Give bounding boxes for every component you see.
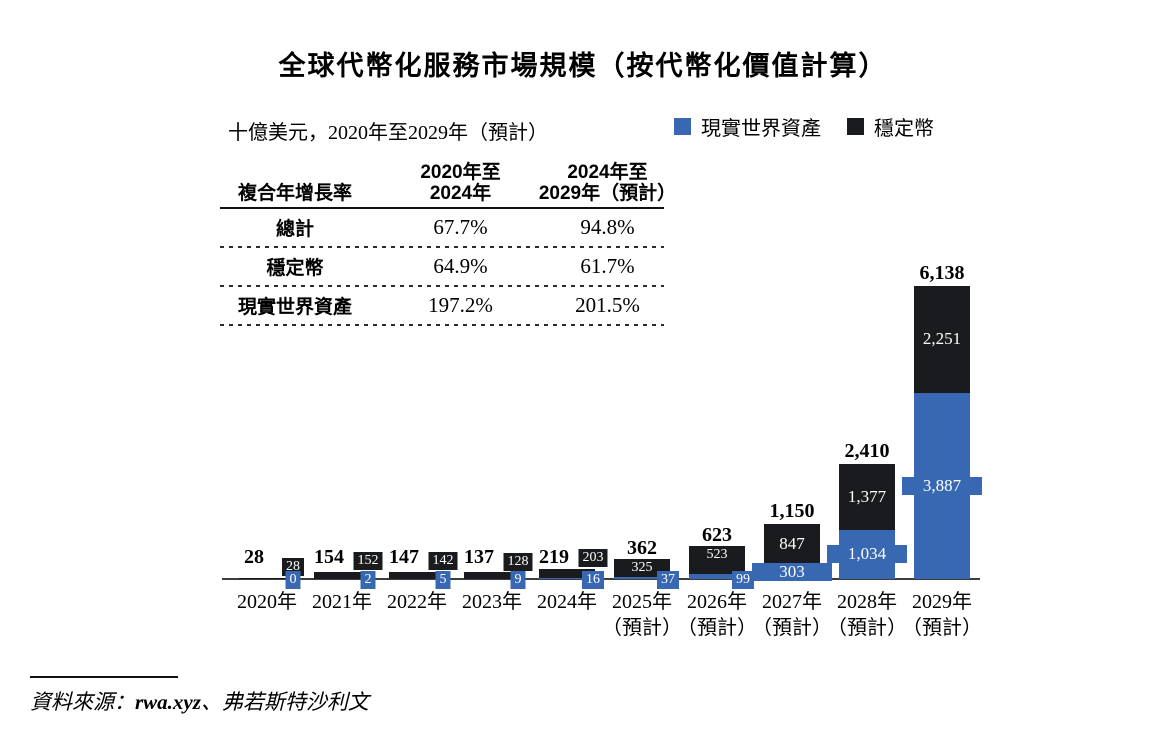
x-axis-label: 2029年 （預計） <box>867 589 1017 641</box>
x-axis-label-year: 2028年 <box>837 591 897 613</box>
bar-total-label: 1,150 <box>769 500 815 523</box>
bar-value-label-stablecoin: 847 <box>779 534 805 554</box>
bar-value-chip-rwa: 0 <box>285 571 301 589</box>
bar-segment-stablecoin <box>389 571 445 579</box>
x-axis-label-forecast: （預計） <box>827 617 907 639</box>
x-axis-label: 2022年 <box>342 589 492 615</box>
bar-segment-rwa <box>689 574 745 579</box>
x-axis-label-year: 2021年 <box>312 591 372 613</box>
x-axis-label: 2027年 （預計） <box>717 589 867 641</box>
cagr-header-2024-2029: 2024年至 2029年（預計） <box>538 162 677 204</box>
bar-segment-rwa <box>614 577 670 579</box>
bar-value-chip-stablecoin: 128 <box>503 552 533 571</box>
table-divider <box>220 246 664 248</box>
bar-total-label: 147 <box>389 546 419 568</box>
bar-value-label-stablecoin: 2,251 <box>922 329 962 349</box>
bar-value-label-stablecoin: 1,377 <box>847 486 887 506</box>
bar-total-label: 28 <box>244 546 264 568</box>
x-axis-label-year: 2027年 <box>762 591 822 613</box>
x-axis-label-year: 2025年 <box>612 591 672 613</box>
table-divider <box>220 324 664 326</box>
bar-total-label: 6,138 <box>919 261 965 284</box>
source-note: 資料來源：rwa.xyz、弗若斯特沙利文 <box>30 686 369 716</box>
chart-title: 全球代幣化服務市場規模（按代幣化價值計算） <box>278 51 888 81</box>
bar-segment-stablecoin <box>314 571 370 579</box>
bar-value-chip-rwa: 99 <box>732 571 754 589</box>
bar-total-label: 623 <box>702 524 732 547</box>
x-axis-label-year: 2020年 <box>237 591 297 613</box>
x-axis-label: 2028年 （預計） <box>792 589 942 641</box>
x-axis-label-forecast: （預計） <box>902 617 982 639</box>
legend-item-rwa: 現實世界資產 <box>674 112 821 141</box>
legend-item-stablecoin: 穩定幣 <box>847 112 934 141</box>
bar-segment-rwa <box>539 578 595 579</box>
x-axis-label: 2025年 （預計） <box>567 589 717 641</box>
bar-value-chip-rwa: 9 <box>510 571 526 589</box>
bar-value-label-rwa: 3,887 <box>902 477 982 496</box>
cagr-table: 複合年增長率 2020年至 2024年 2024年至 2029年（預計） 總計 … <box>220 158 677 326</box>
cagr-table-header: 複合年增長率 2020年至 2024年 2024年至 2029年（預計） <box>220 158 677 209</box>
bar-total-label: 219 <box>539 546 569 568</box>
cagr-header-2020-2024: 2020年至 2024年 <box>420 162 501 204</box>
legend-label-rwa: 現實世界資產 <box>701 118 821 140</box>
x-axis-label-forecast: （預計） <box>752 617 832 639</box>
table-row-total: 總計 67.7% 94.8% <box>275 215 635 240</box>
x-axis-label-year: 2024年 <box>537 591 597 613</box>
x-axis-label-year: 2026年 <box>687 591 747 613</box>
chart-legend: 現實世界資產 穩定幣 <box>674 112 934 141</box>
bar-segment-stablecoin <box>464 572 520 579</box>
cagr-header-metric: 複合年增長率 <box>237 183 352 204</box>
bar-total-label: 2,410 <box>844 439 890 462</box>
x-axis-label: 2024年 <box>492 589 642 615</box>
x-axis-label: 2026年 （預計） <box>642 589 792 641</box>
bar-value-chip-stablecoin: 142 <box>428 552 458 571</box>
bar-value-chip-rwa: 5 <box>435 571 451 589</box>
bar-segment-stablecoin <box>239 577 295 579</box>
x-axis-label-forecast: （預計） <box>677 617 757 639</box>
x-axis-label: 2023年 <box>417 589 567 615</box>
source-link: rwa.xyz <box>135 690 201 714</box>
legend-label-stablecoin: 穩定幣 <box>874 118 934 140</box>
legend-swatch-rwa-icon <box>674 118 691 135</box>
x-axis-label: 2020年 <box>192 589 342 615</box>
bar-segment-stablecoin <box>914 285 970 394</box>
table-row-rwa: 現實世界資產 197.2% 201.5% <box>237 293 640 318</box>
source-divider <box>30 676 178 678</box>
bar-value-label-rwa: 1,034 <box>827 545 907 564</box>
x-axis-label-year: 2029年 <box>912 591 972 613</box>
bar-total-label: 137 <box>464 546 494 568</box>
bar-value-chip-stablecoin: 325 <box>614 558 670 577</box>
x-axis-label-year: 2022年 <box>387 591 447 613</box>
bar-value-chip-stablecoin: 523 <box>689 546 745 565</box>
source-suffix: 、弗若斯特沙利文 <box>200 690 369 714</box>
bar-value-chip-rwa: 37 <box>657 571 679 589</box>
bar-value-chip-stablecoin: 203 <box>578 549 608 568</box>
table-divider <box>220 285 664 287</box>
legend-swatch-stablecoin-icon <box>847 118 864 135</box>
bar-value-chip-rwa: 2 <box>360 571 376 589</box>
bar-segment-stablecoin <box>539 568 595 579</box>
table-row-stablecoin: 穩定幣 64.9% 61.7% <box>266 254 635 279</box>
bar-total-label: 154 <box>314 546 344 568</box>
bar-segment-stablecoin <box>839 463 895 530</box>
x-axis-label-forecast: （預計） <box>602 617 682 639</box>
bar-value-label-rwa: 303 <box>752 562 832 581</box>
source-prefix: 資料來源： <box>30 690 135 714</box>
chart-subtitle: 十億美元，2020年至2029年（預計） <box>228 122 548 144</box>
bar-value-chip-stablecoin: 152 <box>353 551 383 570</box>
bar-total-label: 362 <box>627 536 657 559</box>
bar-segment-stablecoin <box>764 524 820 565</box>
x-axis-label-year: 2023年 <box>462 591 522 613</box>
bar-value-chip-rwa: 16 <box>582 571 604 589</box>
x-axis-label: 2021年 <box>267 589 417 615</box>
